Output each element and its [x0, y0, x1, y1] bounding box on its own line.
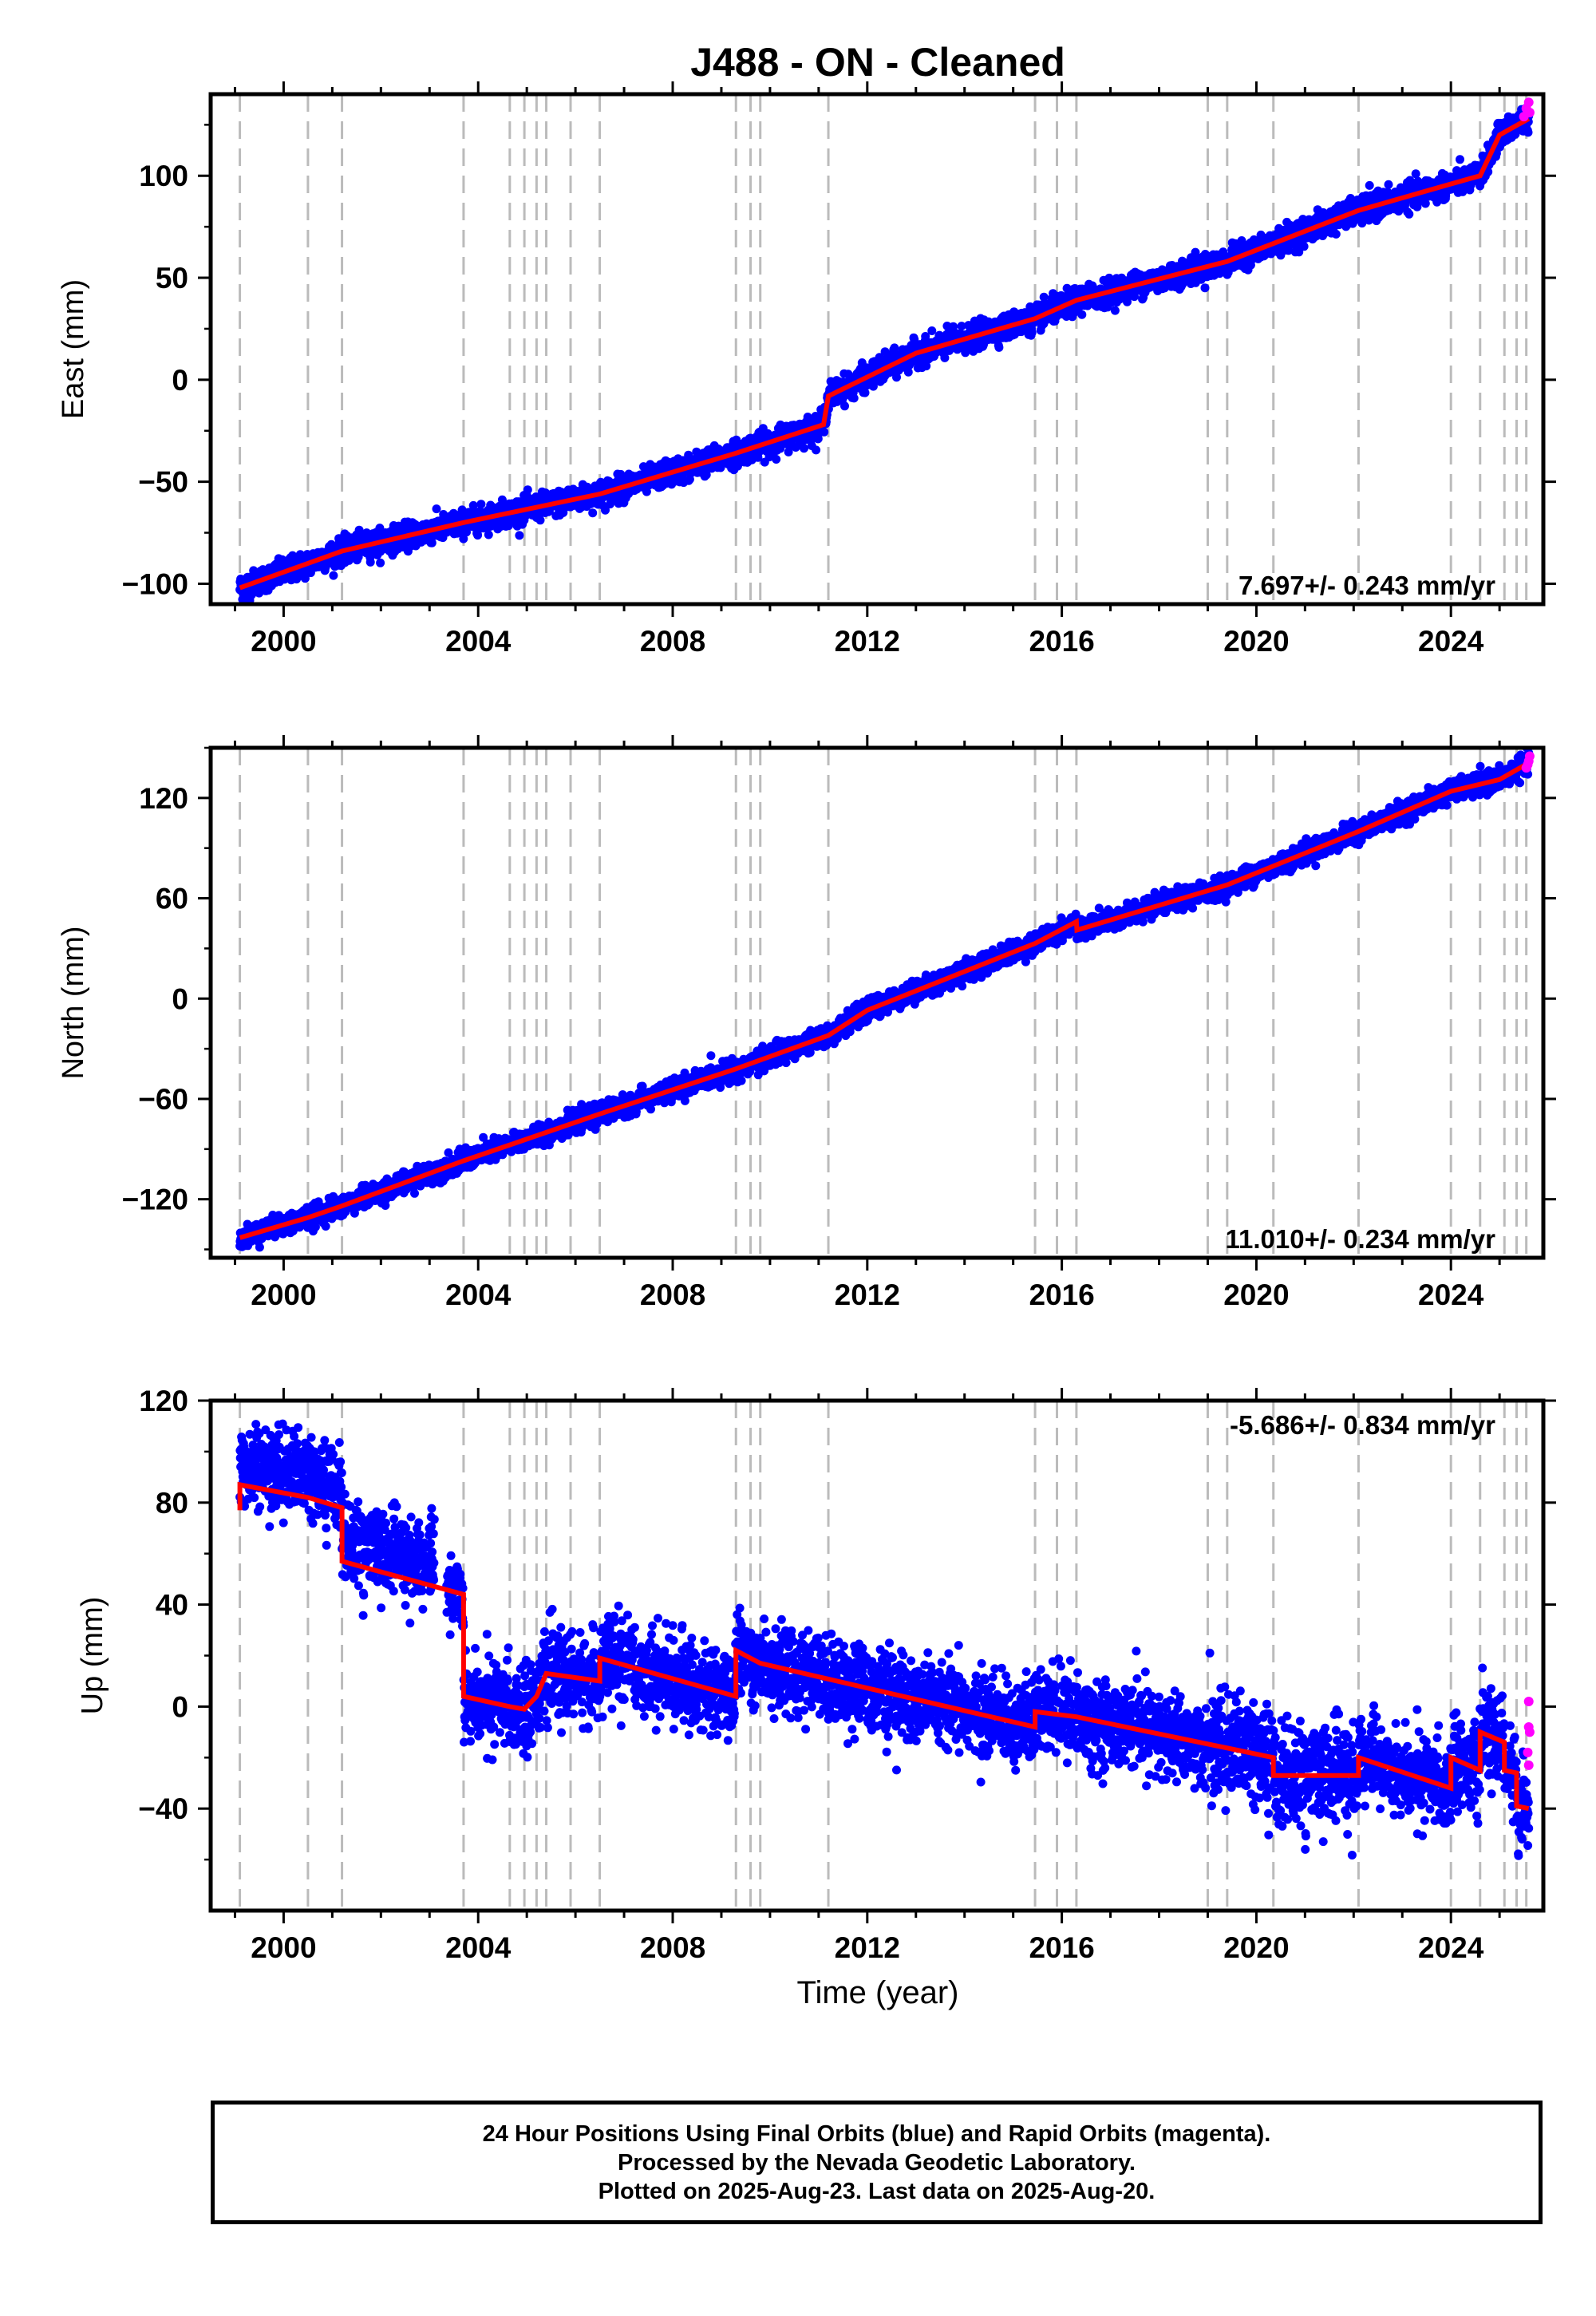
x-tick-label: 2000 [251, 625, 316, 658]
east-panel: 2000 2004 2008 2012 2016 2020 2024 −100 −50 0 50 10… [57, 81, 1556, 658]
x-tick-label: 2024 [1418, 625, 1484, 658]
data-point [800, 444, 808, 453]
data-point [1331, 229, 1341, 239]
rapid-point [1523, 97, 1534, 108]
data-point [849, 393, 859, 403]
plot-frame [208, 92, 1546, 607]
data-point [1483, 167, 1493, 176]
y-tick-label: −50 [138, 466, 188, 499]
data-point [1200, 283, 1210, 293]
y-axis-label: East (mm) [57, 279, 90, 419]
data-point [820, 427, 829, 437]
data-point [813, 434, 823, 444]
model-line [239, 117, 1531, 591]
data-point [772, 455, 781, 464]
data-point [1299, 242, 1309, 251]
data-point [432, 504, 441, 514]
data-point [890, 343, 899, 353]
data-point [927, 326, 937, 335]
x-tick-label: 2012 [835, 625, 900, 658]
data-point [1110, 306, 1120, 315]
data-point [354, 525, 364, 535]
data-point [376, 558, 385, 567]
north-panel: 2000 2004 2008 2012 2016 2020 2024−120−6006012… [57, 735, 1556, 1311]
data-point [588, 508, 598, 518]
data-point [701, 470, 711, 480]
rapid-point [1524, 108, 1535, 118]
data-point [840, 401, 849, 411]
data-point [606, 500, 614, 509]
data-point [1384, 180, 1393, 189]
data-point [940, 353, 950, 362]
data-point [1027, 328, 1037, 338]
data-point [1130, 292, 1139, 302]
data-point [1077, 310, 1087, 319]
data-point [476, 500, 486, 509]
data-point [515, 531, 524, 540]
chart-title: J488 - ON - Cleaned [690, 40, 1065, 85]
data-point [427, 538, 437, 547]
data-point [1365, 180, 1374, 190]
data-point [484, 530, 493, 539]
data-point [994, 342, 1004, 352]
data-point [1404, 209, 1414, 219]
x-tick-label: 2020 [1223, 625, 1289, 658]
data-point [523, 485, 532, 495]
data-point [922, 362, 931, 371]
x-tick-label: 2016 [1029, 625, 1094, 658]
rate-label: 7.697+/- 0.243 mm/yr [1238, 571, 1495, 600]
x-tick-label: 2004 [445, 625, 512, 658]
data-point [473, 531, 483, 540]
y-tick-label: −100 [122, 567, 188, 600]
data-point [1284, 246, 1294, 255]
data-point [1456, 155, 1464, 164]
data-point [921, 332, 930, 341]
data-point [1420, 199, 1430, 208]
data-point [860, 388, 870, 397]
y-tick-label: 0 [172, 364, 188, 397]
data-point [365, 557, 375, 567]
data-point [903, 367, 913, 377]
data-point [892, 373, 901, 382]
data-point [329, 571, 338, 580]
data-point [1365, 215, 1374, 224]
data-point [957, 322, 966, 331]
data-point [1523, 128, 1533, 137]
y-tick-label: 100 [139, 160, 188, 192]
data-point [601, 505, 610, 515]
x-tick-label: 2008 [640, 625, 705, 658]
data-point [468, 500, 478, 510]
data-point [535, 516, 545, 525]
data-point [1411, 169, 1420, 179]
data-point [812, 445, 821, 455]
y-tick-label: 50 [156, 262, 188, 294]
data-point [459, 534, 468, 543]
